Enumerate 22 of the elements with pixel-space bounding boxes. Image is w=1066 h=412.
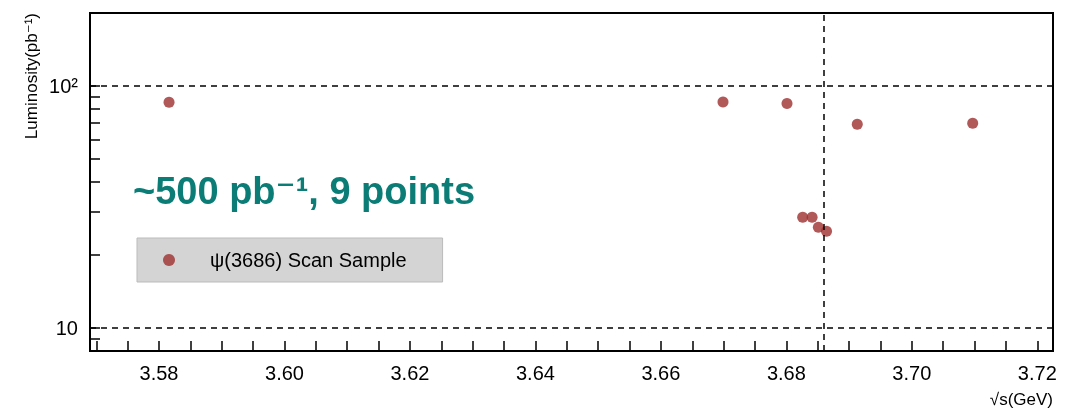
x-tick-label: 3.62 [390,362,430,384]
legend-label: ψ(3686) Scan Sample [210,249,407,271]
point [821,225,833,237]
x-tick-label: 3.60 [265,362,304,384]
x-tick-label: 3.70 [892,362,932,384]
x-tick-label: 3.72 [1017,362,1057,384]
x-tick-label: 3.66 [641,362,681,384]
x-axis-title: √s(GeV) [989,390,1053,409]
y-tick-label: 10 [55,316,78,339]
x-tick-label: 3.68 [766,362,806,384]
point [967,117,979,129]
point [717,96,729,108]
y-tick-label: 10² [49,74,79,97]
x-tick-label: 3.58 [139,362,179,384]
y-axis-title: Luminosity(pb⁻¹) [22,13,41,140]
point [851,118,863,130]
x-tick-label: 3.64 [515,362,555,384]
point [806,211,818,223]
point [163,96,175,108]
point [797,211,809,223]
point [781,97,793,109]
annotation: ~500 pb⁻¹, 9 points [133,170,476,212]
